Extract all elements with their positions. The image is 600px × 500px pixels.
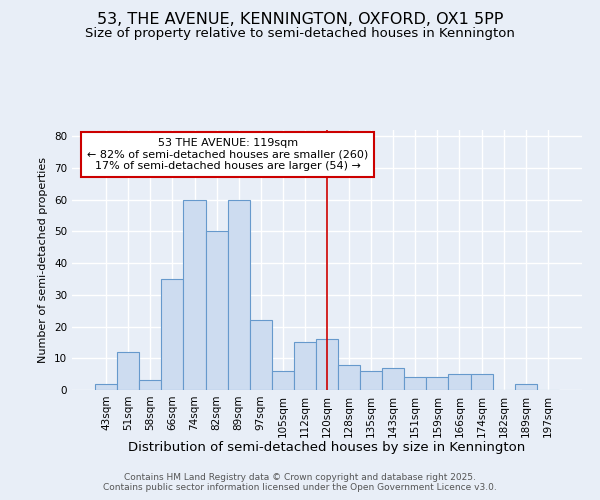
Bar [294, 342, 316, 390]
Text: Size of property relative to semi-detached houses in Kennington: Size of property relative to semi-detach… [85, 28, 515, 40]
Bar [470, 374, 493, 390]
Text: Contains HM Land Registry data © Crown copyright and database right 2025.
Contai: Contains HM Land Registry data © Crown c… [103, 473, 497, 492]
Bar [184, 200, 206, 390]
Y-axis label: Number of semi-detached properties: Number of semi-detached properties [38, 157, 49, 363]
Bar [161, 279, 184, 390]
Bar [404, 378, 427, 390]
Bar [272, 371, 294, 390]
Bar [382, 368, 404, 390]
Bar [250, 320, 272, 390]
Text: 53, THE AVENUE, KENNINGTON, OXFORD, OX1 5PP: 53, THE AVENUE, KENNINGTON, OXFORD, OX1 … [97, 12, 503, 28]
Text: 53 THE AVENUE: 119sqm
← 82% of semi-detached houses are smaller (260)
17% of sem: 53 THE AVENUE: 119sqm ← 82% of semi-deta… [87, 138, 368, 171]
Bar [515, 384, 537, 390]
Bar [206, 232, 227, 390]
Bar [448, 374, 470, 390]
Bar [139, 380, 161, 390]
Bar [338, 364, 360, 390]
Bar [117, 352, 139, 390]
Text: Distribution of semi-detached houses by size in Kennington: Distribution of semi-detached houses by … [128, 441, 526, 454]
Bar [427, 378, 448, 390]
Bar [227, 200, 250, 390]
Bar [360, 371, 382, 390]
Bar [95, 384, 117, 390]
Bar [316, 340, 338, 390]
